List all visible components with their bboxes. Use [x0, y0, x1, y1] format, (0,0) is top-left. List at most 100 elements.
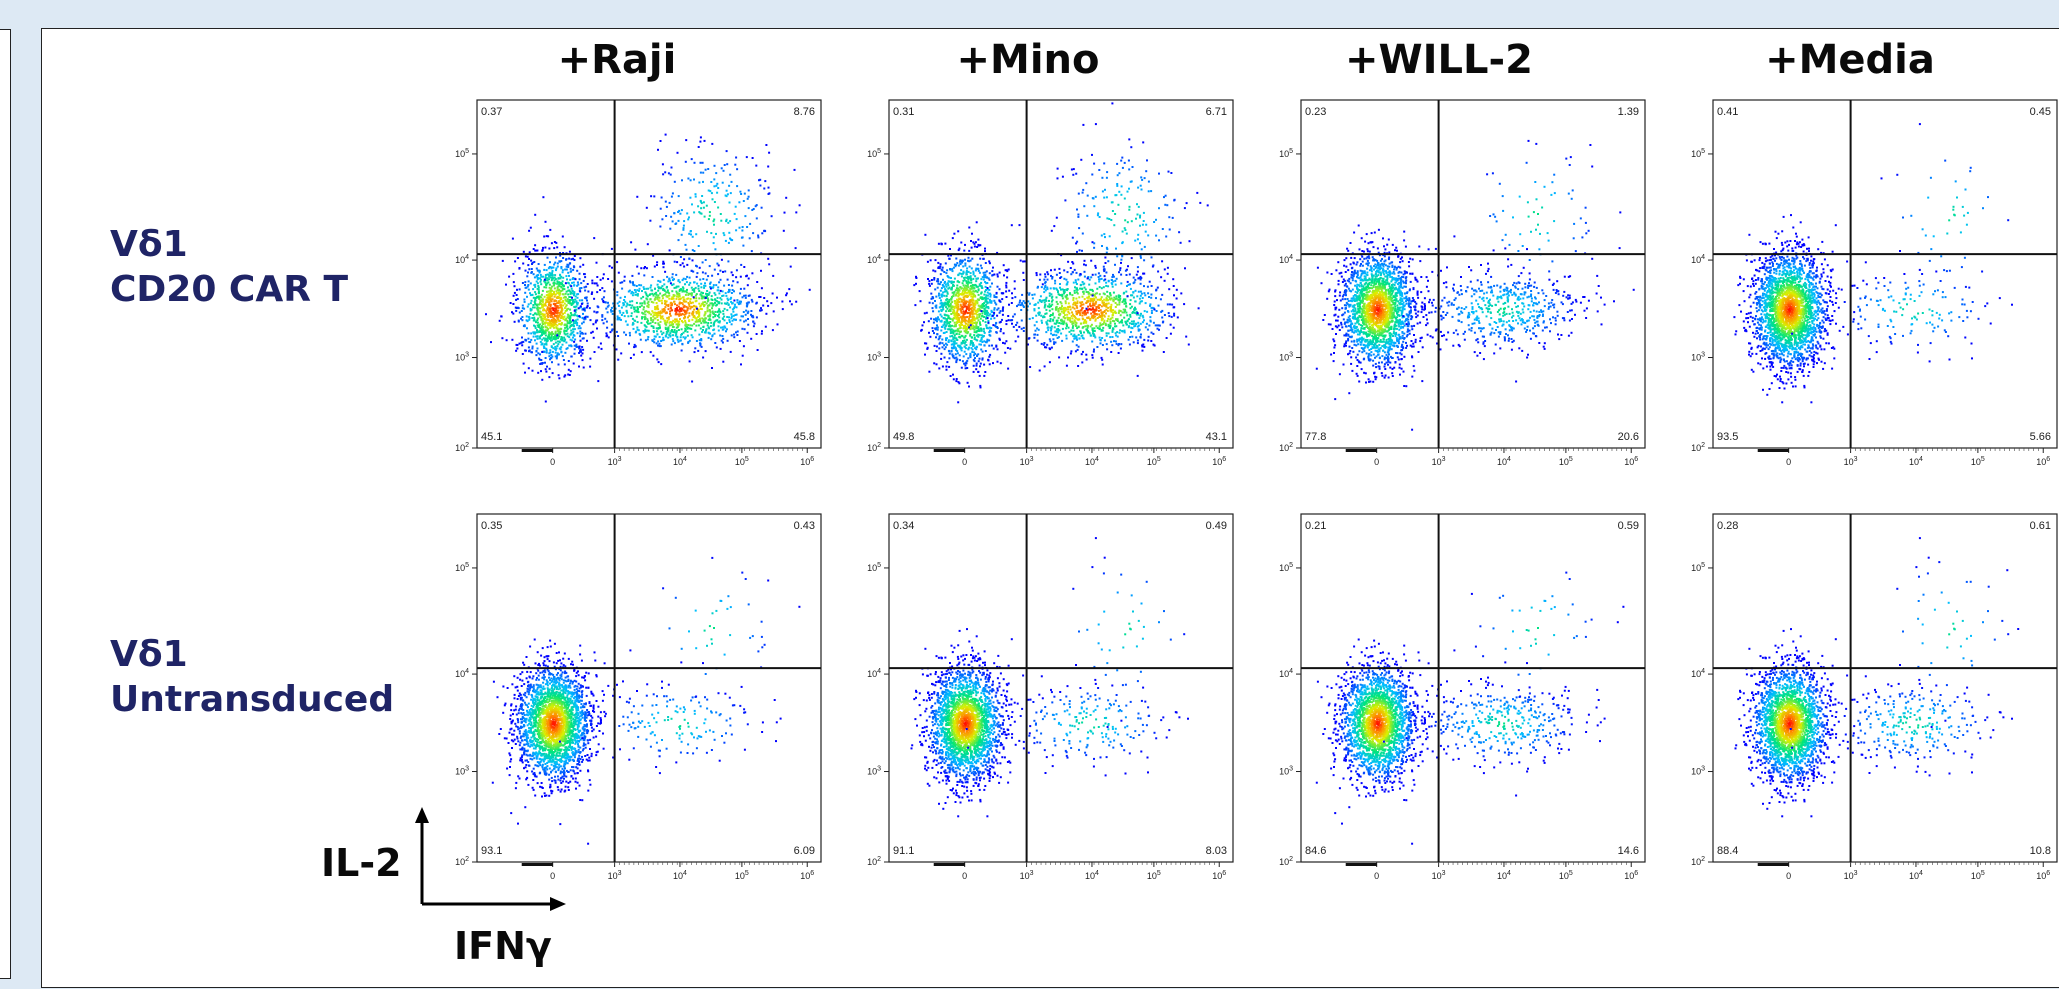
event-dot	[1088, 296, 1090, 298]
event-dot	[936, 346, 938, 348]
event-dot	[581, 346, 583, 348]
event-dot	[966, 301, 968, 303]
event-dot	[938, 243, 940, 245]
event-dot	[623, 280, 625, 282]
event-dot	[682, 287, 684, 289]
event-dot	[1109, 336, 1111, 338]
event-dot	[977, 371, 979, 373]
event-dot	[665, 215, 667, 217]
event-dot	[965, 344, 967, 346]
event-dot	[571, 356, 573, 358]
event-dot	[1143, 285, 1145, 287]
event-dot	[955, 303, 957, 305]
event-dot	[997, 286, 999, 288]
event-dot	[968, 318, 970, 320]
event-dot	[537, 270, 539, 272]
event-dot	[680, 289, 682, 291]
event-dot	[943, 295, 945, 297]
event-dot	[558, 278, 560, 280]
event-dot	[1050, 314, 1052, 316]
event-dot	[577, 293, 579, 295]
event-dot	[536, 329, 538, 331]
event-dot	[545, 221, 547, 223]
event-dot	[1120, 348, 1122, 350]
event-dot	[1099, 337, 1101, 339]
event-dot	[1140, 334, 1142, 336]
event-dot	[612, 313, 614, 315]
event-dot	[721, 302, 723, 304]
event-dot	[984, 371, 986, 373]
event-dot	[579, 325, 581, 327]
event-dot	[1103, 293, 1105, 295]
event-dot	[950, 303, 952, 305]
event-dot	[556, 345, 558, 347]
event-dot	[1150, 297, 1152, 299]
event-dot	[933, 332, 935, 334]
event-dot	[989, 313, 991, 315]
event-dot	[695, 325, 697, 327]
event-dot	[712, 303, 714, 305]
event-dot	[941, 321, 943, 323]
event-dot	[543, 236, 545, 238]
event-dot	[1062, 323, 1064, 325]
event-dot	[1008, 319, 1010, 321]
event-dot	[954, 342, 956, 344]
event-dot	[962, 335, 964, 337]
event-dot	[623, 304, 625, 306]
event-dot	[702, 162, 704, 164]
event-dot	[696, 283, 698, 285]
event-dot	[618, 305, 620, 307]
event-dot	[1081, 335, 1083, 337]
event-dot	[972, 278, 974, 280]
event-dot	[683, 258, 685, 260]
event-dot	[1022, 261, 1024, 263]
event-dot	[720, 290, 722, 292]
event-dot	[1011, 323, 1013, 325]
event-dot	[974, 304, 976, 306]
event-dot	[1016, 329, 1018, 331]
event-dot	[1012, 316, 1014, 318]
event-dot	[1065, 327, 1067, 329]
event-dot	[555, 332, 557, 334]
event-dot	[501, 337, 503, 339]
event-dot	[557, 328, 559, 330]
event-dot	[551, 336, 553, 338]
event-dot	[750, 310, 752, 312]
event-dot	[971, 247, 973, 249]
event-dot	[1002, 314, 1004, 316]
event-dot	[661, 302, 663, 304]
event-dot	[683, 296, 685, 298]
event-dot	[553, 343, 555, 345]
event-dot	[1067, 308, 1069, 310]
event-dot	[657, 149, 659, 151]
event-dot	[941, 243, 943, 245]
event-dot	[983, 302, 985, 304]
event-dot	[1083, 322, 1085, 324]
event-dot	[523, 363, 525, 365]
event-dot	[669, 202, 671, 204]
event-dot	[690, 298, 692, 300]
event-dot	[575, 278, 577, 280]
event-dot	[712, 316, 714, 318]
event-dot	[554, 274, 556, 276]
event-dot	[691, 294, 693, 296]
event-dot	[576, 300, 578, 302]
event-dot	[1176, 289, 1178, 291]
event-dot	[560, 299, 562, 301]
event-dot	[1106, 297, 1108, 299]
event-dot	[929, 285, 931, 287]
event-dot	[682, 229, 684, 231]
event-dot	[616, 331, 618, 333]
event-dot	[947, 314, 949, 316]
event-dot	[550, 289, 552, 291]
event-dot	[713, 324, 715, 326]
event-dot	[968, 286, 970, 288]
event-dot	[935, 305, 937, 307]
event-dot	[1138, 317, 1140, 319]
event-dot	[956, 342, 958, 344]
event-dot	[596, 276, 598, 278]
event-dot	[579, 346, 581, 348]
event-dot	[967, 382, 969, 384]
event-dot	[547, 324, 549, 326]
event-dot	[984, 332, 986, 334]
